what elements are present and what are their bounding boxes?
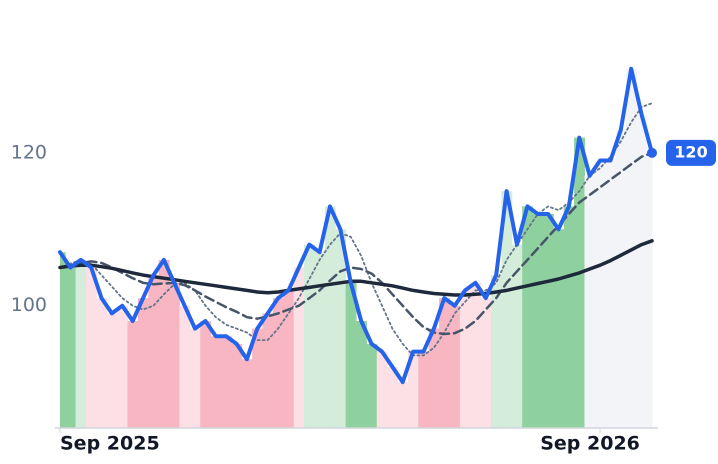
band-bar	[272, 298, 284, 428]
band-bar	[532, 214, 544, 428]
band-bar	[594, 160, 606, 428]
band-bar	[501, 191, 513, 428]
band-bar	[418, 351, 430, 428]
series-line	[58, 66, 654, 385]
band-bar	[304, 244, 315, 428]
band-bar	[646, 152, 653, 428]
band-bar	[200, 321, 212, 428]
band-bar	[480, 298, 492, 428]
band-bar	[324, 206, 336, 428]
band-bar	[459, 290, 471, 428]
last-point	[647, 147, 657, 158]
band-bar	[158, 259, 170, 428]
band-bar	[220, 336, 232, 428]
band-bar	[522, 206, 534, 428]
band-bar	[241, 359, 253, 428]
value-label-bg	[666, 139, 716, 166]
y-tick-label: 100	[11, 294, 47, 316]
band-bar	[117, 305, 129, 428]
band-bar	[397, 382, 409, 428]
band-bar	[148, 275, 160, 428]
band-bar	[345, 282, 357, 428]
series-line	[58, 151, 654, 336]
x-tick-label: Sep 2025	[60, 433, 160, 455]
band-bar	[60, 252, 66, 428]
band-bar	[563, 206, 575, 428]
y-tick-label: 120	[11, 141, 47, 163]
x-tick-label: Sep 2026	[540, 433, 640, 455]
band-bar	[584, 175, 596, 428]
band-bar	[439, 298, 450, 428]
band-bar	[511, 244, 523, 428]
band-bar	[542, 214, 554, 428]
band-bar	[65, 267, 77, 428]
band-bar	[169, 282, 180, 428]
band-bar	[75, 259, 87, 428]
band-bar	[366, 343, 378, 428]
band-bar	[314, 252, 326, 428]
band-bar	[553, 229, 565, 428]
band-bar	[449, 305, 461, 428]
band-bar	[605, 160, 617, 428]
band-bar	[491, 275, 502, 428]
band-bar	[356, 321, 367, 428]
band-bar	[127, 321, 139, 428]
band-bar	[428, 328, 440, 428]
band-bar	[189, 328, 201, 428]
band-bar	[137, 298, 149, 428]
series-line	[59, 102, 653, 357]
band-bar	[231, 343, 243, 428]
band-bar	[252, 328, 264, 428]
band-bar	[574, 137, 585, 429]
band-bar	[376, 351, 388, 428]
band-bar	[293, 267, 305, 428]
band-bar	[179, 305, 191, 428]
band-bar	[407, 351, 419, 428]
band-bar	[283, 290, 295, 428]
band-bar	[636, 114, 648, 429]
band-bar	[85, 267, 97, 428]
band-bar	[387, 366, 399, 428]
band-bar	[335, 229, 347, 428]
band-bar	[262, 313, 274, 428]
band-bar	[615, 129, 627, 428]
band-bar	[470, 282, 482, 428]
band-bar	[106, 313, 118, 428]
series-line	[58, 239, 654, 297]
band-bar	[96, 298, 108, 428]
band-bar	[210, 336, 222, 428]
value-label: 120	[674, 142, 707, 161]
